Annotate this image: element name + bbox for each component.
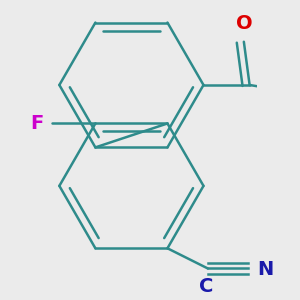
Text: O: O <box>236 14 252 33</box>
Text: C: C <box>199 277 214 296</box>
Text: N: N <box>257 260 273 279</box>
Text: F: F <box>30 114 44 133</box>
